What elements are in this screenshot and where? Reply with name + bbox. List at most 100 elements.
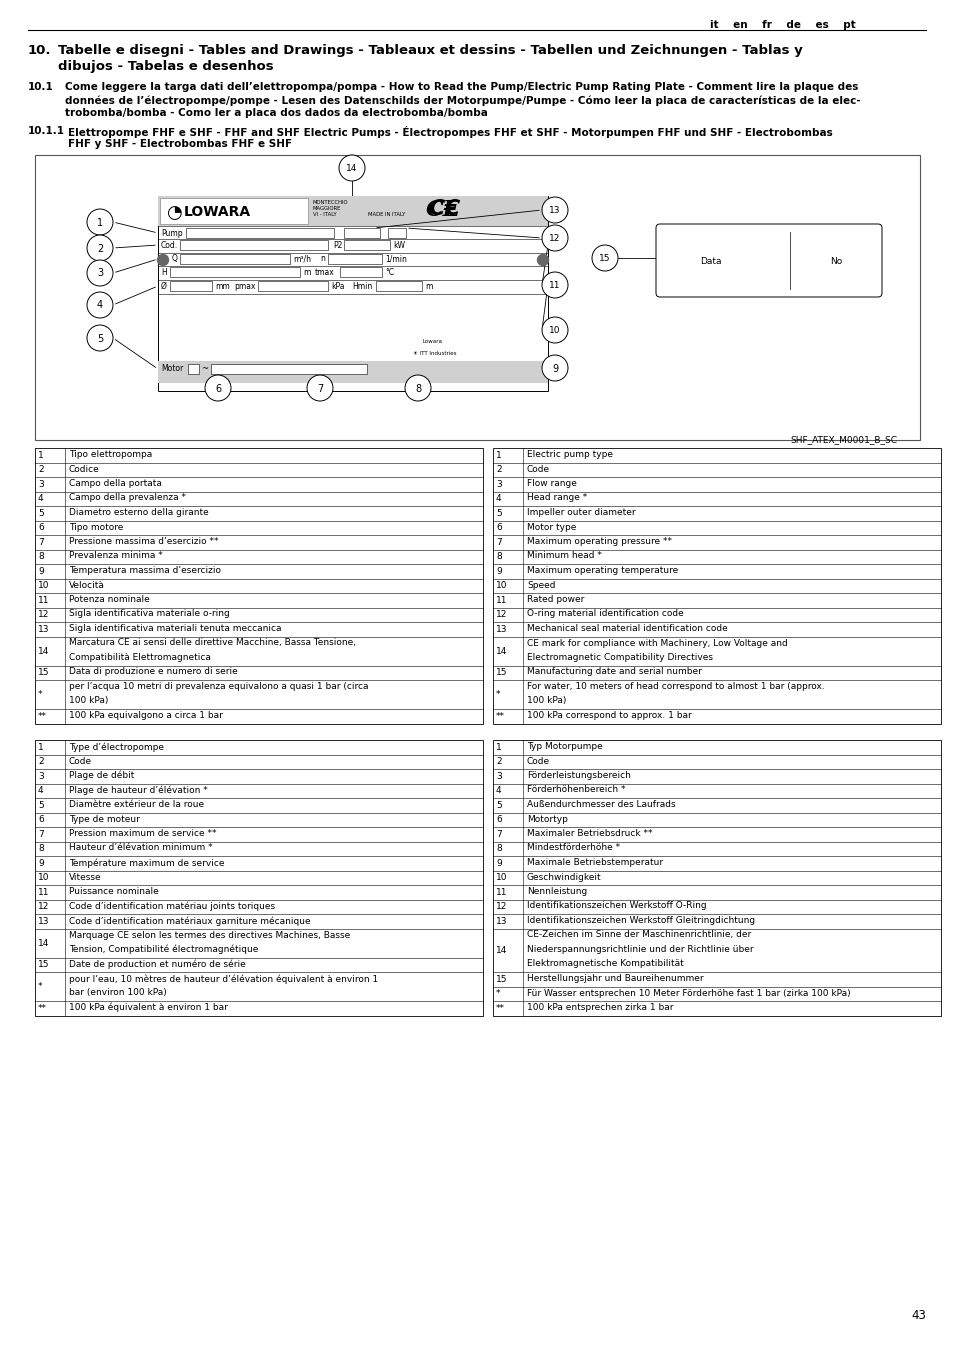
Text: 9: 9: [38, 567, 44, 576]
Text: 7: 7: [38, 830, 44, 839]
Text: 9: 9: [38, 859, 44, 867]
Text: 8: 8: [38, 844, 44, 854]
Text: Diametro esterno della girante: Diametro esterno della girante: [69, 508, 209, 517]
Text: No: No: [829, 257, 841, 266]
Text: pmax: pmax: [233, 282, 255, 290]
Text: Tension, Compatibilité électromagnétique: Tension, Compatibilité électromagnétique: [69, 944, 258, 955]
Text: Codice: Codice: [69, 465, 100, 473]
Text: 4: 4: [496, 494, 501, 504]
Text: MADE IN ITALY: MADE IN ITALY: [368, 212, 405, 218]
Circle shape: [87, 235, 112, 261]
Text: FHF y SHF - Electrobombas FHF e SHF: FHF y SHF - Electrobombas FHF e SHF: [68, 139, 292, 149]
FancyBboxPatch shape: [656, 224, 882, 297]
Text: 6: 6: [496, 523, 501, 532]
Text: 6: 6: [496, 815, 501, 824]
Text: 13: 13: [38, 624, 50, 634]
Text: Mindestförderhöhe *: Mindestförderhöhe *: [526, 843, 619, 852]
Text: 15: 15: [38, 669, 50, 677]
Bar: [388, 228, 406, 238]
Text: **: **: [38, 712, 47, 720]
Text: trobomba/bomba - Como ler a placa dos dados da electrobomba/bomba: trobomba/bomba - Como ler a placa dos da…: [65, 108, 487, 118]
Circle shape: [541, 226, 567, 251]
Circle shape: [405, 376, 431, 401]
Text: Identifikationszeichen Werkstoff Gleitringdichtung: Identifikationszeichen Werkstoff Gleitri…: [526, 916, 755, 925]
Text: Pressione massima d’esercizio **: Pressione massima d’esercizio **: [69, 536, 218, 546]
Text: 13: 13: [496, 917, 507, 925]
Bar: [35, 155, 919, 440]
Text: 13: 13: [38, 917, 50, 925]
Text: 3: 3: [38, 480, 44, 489]
Text: 10.1: 10.1: [28, 82, 53, 92]
Bar: [493, 740, 940, 1016]
Text: Maximum operating temperature: Maximum operating temperature: [526, 566, 678, 576]
Text: 7: 7: [316, 384, 323, 393]
Text: Hauteur d’élévation minimum *: Hauteur d’élévation minimum *: [69, 843, 213, 852]
Text: Temperatura massima d’esercizio: Temperatura massima d’esercizio: [69, 566, 221, 576]
Text: pour l’eau, 10 mètres de hauteur d’élévation équivalent à environ 1: pour l’eau, 10 mètres de hauteur d’éléva…: [69, 974, 377, 984]
Text: 5: 5: [38, 801, 44, 809]
Text: 5: 5: [97, 334, 103, 343]
Text: Motor type: Motor type: [526, 523, 576, 531]
Text: Mechanical seal material identification code: Mechanical seal material identification …: [526, 624, 727, 634]
Text: Code: Code: [69, 757, 92, 766]
Text: m: m: [303, 267, 310, 277]
Bar: [328, 254, 381, 263]
Text: 4: 4: [38, 494, 44, 504]
Text: 4: 4: [97, 300, 103, 311]
Text: Sigla identificativa materiale o-ring: Sigla identificativa materiale o-ring: [69, 609, 230, 619]
Text: kPa: kPa: [331, 282, 344, 290]
Text: *: *: [496, 690, 500, 698]
Text: 12: 12: [496, 611, 507, 619]
Text: Maximale Betriebstemperatur: Maximale Betriebstemperatur: [526, 858, 662, 867]
Text: Für Wasser entsprechen 10 Meter Förderhöhe fast 1 bar (zirka 100 kPa): Für Wasser entsprechen 10 Meter Förderhö…: [526, 989, 850, 997]
Text: 7: 7: [496, 538, 501, 547]
Text: 14: 14: [38, 647, 50, 655]
Text: *: *: [38, 690, 43, 698]
Text: 9: 9: [496, 567, 501, 576]
Text: 6: 6: [38, 523, 44, 532]
Text: 1/min: 1/min: [385, 254, 406, 263]
Text: 3: 3: [496, 480, 501, 489]
Text: Plage de débit: Plage de débit: [69, 771, 134, 781]
Text: 10: 10: [496, 873, 507, 882]
Text: 2: 2: [38, 758, 44, 766]
Text: Velocità: Velocità: [69, 581, 105, 589]
Circle shape: [87, 209, 112, 235]
Text: 11: 11: [496, 888, 507, 897]
Text: Code: Code: [526, 465, 550, 473]
Text: Diamètre extérieur de la roue: Diamètre extérieur de la roue: [69, 800, 204, 809]
Text: *: *: [38, 982, 43, 992]
Text: O-ring material identification code: O-ring material identification code: [526, 609, 683, 619]
Text: Nennleistung: Nennleistung: [526, 888, 587, 896]
Text: 5: 5: [496, 801, 501, 809]
Bar: [188, 363, 199, 374]
Text: 4: 4: [496, 786, 501, 796]
Text: 8: 8: [415, 384, 420, 393]
Circle shape: [87, 292, 112, 317]
Circle shape: [338, 155, 365, 181]
Text: 9: 9: [496, 859, 501, 867]
Text: 10: 10: [38, 873, 50, 882]
Text: Manufacturing date and serial number: Manufacturing date and serial number: [526, 667, 701, 677]
Text: Head range *: Head range *: [526, 493, 587, 503]
Text: Lowara: Lowara: [422, 339, 442, 345]
Text: Identifikationszeichen Werkstoff O-Ring: Identifikationszeichen Werkstoff O-Ring: [526, 901, 706, 911]
Bar: [170, 267, 299, 277]
Circle shape: [87, 326, 112, 351]
Text: Come leggere la targa dati dell’elettropompa/pompa - How to Read the Pump/Electr: Come leggere la targa dati dell’elettrop…: [65, 82, 858, 92]
Text: 43: 43: [910, 1309, 925, 1323]
Text: 8: 8: [496, 844, 501, 854]
Text: LOWARA: LOWARA: [184, 205, 251, 219]
Text: 7: 7: [38, 538, 44, 547]
Text: Code d’identification matériau joints toriques: Code d’identification matériau joints to…: [69, 901, 274, 911]
Text: Campo della portata: Campo della portata: [69, 480, 162, 488]
Text: Date de production et numéro de série: Date de production et numéro de série: [69, 959, 246, 969]
Bar: [186, 228, 334, 238]
Text: VI - ITALY: VI - ITALY: [313, 212, 336, 218]
Bar: [339, 267, 381, 277]
Bar: [493, 449, 940, 724]
Bar: [35, 449, 482, 724]
Text: Pump: Pump: [161, 230, 182, 238]
Circle shape: [541, 197, 567, 223]
Text: 3: 3: [496, 771, 501, 781]
